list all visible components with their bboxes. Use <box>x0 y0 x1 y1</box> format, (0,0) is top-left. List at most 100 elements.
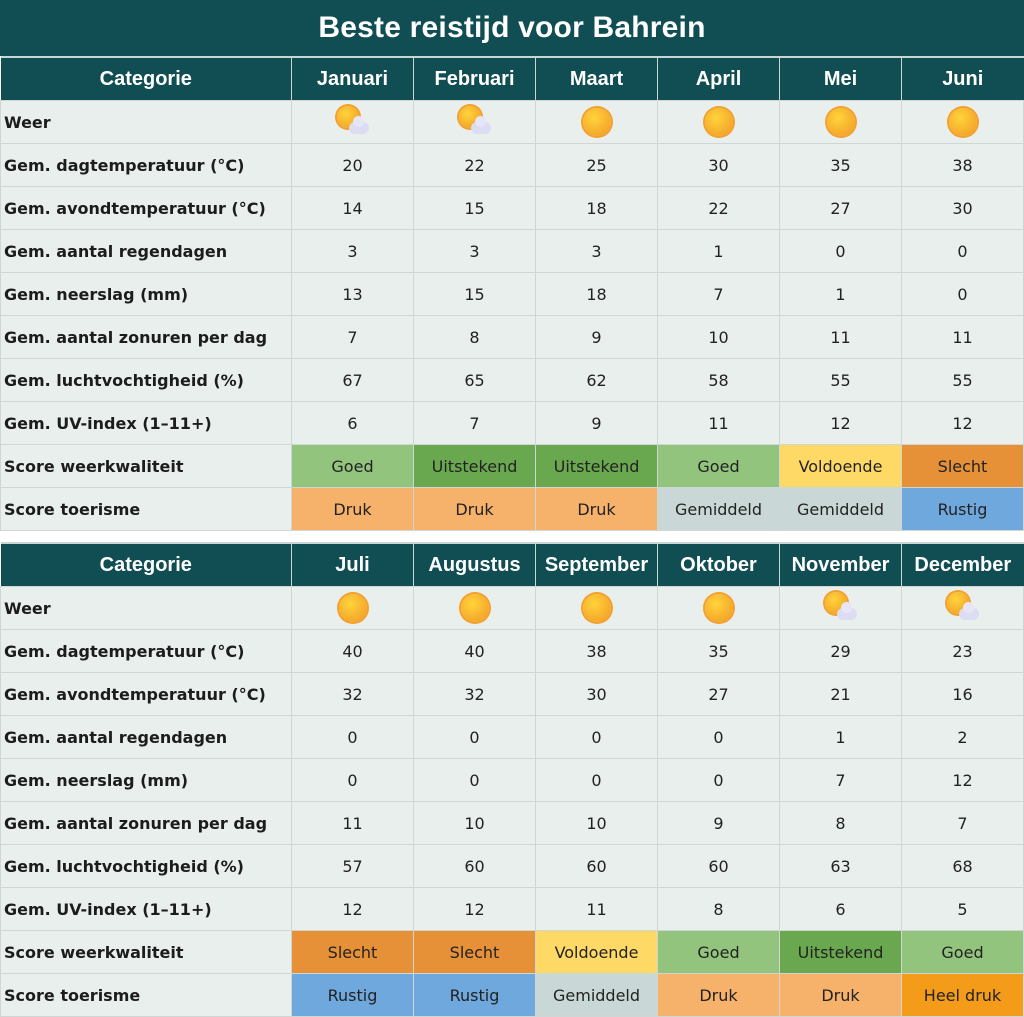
value-cell: 12 <box>901 758 1024 802</box>
value-cell: 7 <box>901 801 1024 845</box>
row-label: Gem. UV-index (1–11+) <box>0 887 292 931</box>
sun-icon <box>703 106 735 138</box>
header-category: Categorie <box>0 56 292 101</box>
header-month: Januari <box>291 56 414 101</box>
value-cell: 55 <box>901 358 1024 402</box>
value-cell: 12 <box>901 401 1024 445</box>
score-badge: Slecht <box>413 930 536 974</box>
score-badge: Slecht <box>901 444 1024 488</box>
row-label: Gem. aantal zonuren per dag <box>0 801 292 845</box>
sun-icon <box>459 592 491 624</box>
value-cell: 11 <box>535 887 658 931</box>
value-cell: 30 <box>901 186 1024 230</box>
row-label: Weer <box>0 586 292 630</box>
score-badge: Goed <box>901 930 1024 974</box>
score-badge: Gemiddeld <box>657 487 780 531</box>
row-label: Gem. UV-index (1–11+) <box>0 401 292 445</box>
value-cell: 11 <box>901 315 1024 359</box>
value-cell: 7 <box>291 315 414 359</box>
score-badge: Rustig <box>291 973 414 1017</box>
value-cell: 8 <box>413 315 536 359</box>
value-cell: 18 <box>535 186 658 230</box>
table-row: Gem. aantal zonuren per dag 7 8 9 10 11 11 <box>0 315 1024 359</box>
value-cell: 0 <box>535 715 658 759</box>
score-badge: Goed <box>657 444 780 488</box>
value-cell: 0 <box>413 758 536 802</box>
value-cell: 9 <box>535 401 658 445</box>
value-cell: 12 <box>413 887 536 931</box>
partly-cloudy-icon <box>458 106 491 138</box>
value-cell: 0 <box>291 715 414 759</box>
value-cell: 18 <box>535 272 658 316</box>
value-cell: 60 <box>535 844 658 888</box>
sun-icon <box>581 592 613 624</box>
header-month: Oktober <box>657 542 780 587</box>
score-badge: Druk <box>413 487 536 531</box>
value-cell: 32 <box>413 672 536 716</box>
weather-cell <box>779 100 902 144</box>
sun-icon <box>825 106 857 138</box>
table-row: Gem. luchtvochtigheid (%) 67 65 62 58 55 55 <box>0 358 1024 402</box>
value-cell: 12 <box>291 887 414 931</box>
weather-cell <box>657 586 780 630</box>
value-cell: 68 <box>901 844 1024 888</box>
header-month: Juli <box>291 542 414 587</box>
score-badge: Rustig <box>413 973 536 1017</box>
weather-score-row: Score weerkwaliteit Goed Uitstekend Uitstek… <box>0 444 1024 488</box>
table-row: Gem. UV-index (1–11+) 6 7 9 11 12 12 <box>0 401 1024 445</box>
header-month: Februari <box>413 56 536 101</box>
value-cell: 7 <box>657 272 780 316</box>
value-cell: 9 <box>657 801 780 845</box>
value-cell: 0 <box>535 758 658 802</box>
value-cell: 5 <box>901 887 1024 931</box>
value-cell: 38 <box>901 143 1024 187</box>
value-cell: 0 <box>779 229 902 273</box>
weather-cell <box>901 100 1024 144</box>
table-row: Gem. aantal regendagen 0 0 0 0 1 2 <box>0 715 1024 759</box>
row-label: Gem. dagtemperatuur (°C) <box>0 143 292 187</box>
value-cell: 10 <box>413 801 536 845</box>
sun-icon <box>703 592 735 624</box>
weather-cell <box>535 586 658 630</box>
sun-icon <box>337 592 369 624</box>
value-cell: 25 <box>535 143 658 187</box>
value-cell: 22 <box>657 186 780 230</box>
weather-row: Weer <box>0 586 1024 630</box>
partly-cloudy-icon <box>946 592 979 624</box>
table-row: Gem. aantal regendagen 3 3 3 1 0 0 <box>0 229 1024 273</box>
value-cell: 11 <box>779 315 902 359</box>
value-cell: 58 <box>657 358 780 402</box>
value-cell: 60 <box>657 844 780 888</box>
row-label: Gem. luchtvochtigheid (%) <box>0 358 292 402</box>
value-cell: 13 <box>291 272 414 316</box>
value-cell: 2 <box>901 715 1024 759</box>
value-cell: 8 <box>779 801 902 845</box>
value-cell: 11 <box>657 401 780 445</box>
value-cell: 60 <box>413 844 536 888</box>
row-label: Gem. neerslag (mm) <box>0 272 292 316</box>
row-label: Gem. avondtemperatuur (°C) <box>0 672 292 716</box>
score-badge: Druk <box>779 973 902 1017</box>
table-row: Gem. avondtemperatuur (°C) 14 15 18 22 27 30 <box>0 186 1024 230</box>
row-label: Gem. aantal regendagen <box>0 229 292 273</box>
score-badge: Uitstekend <box>413 444 536 488</box>
value-cell: 35 <box>657 629 780 673</box>
score-badge: Heel druk <box>901 973 1024 1017</box>
value-cell: 6 <box>779 887 902 931</box>
value-cell: 40 <box>291 629 414 673</box>
table-row: Gem. UV-index (1–11+) 12 12 11 8 6 5 <box>0 887 1024 931</box>
value-cell: 12 <box>779 401 902 445</box>
row-label: Score toerisme <box>0 973 292 1017</box>
row-label: Gem. avondtemperatuur (°C) <box>0 186 292 230</box>
value-cell: 21 <box>779 672 902 716</box>
row-label: Score toerisme <box>0 487 292 531</box>
tourism-score-row: Score toerisme Druk Druk Druk Gemiddeld Gemid… <box>0 487 1024 531</box>
value-cell: 10 <box>657 315 780 359</box>
value-cell: 30 <box>657 143 780 187</box>
value-cell: 62 <box>535 358 658 402</box>
value-cell: 15 <box>413 272 536 316</box>
weather-cell <box>657 100 780 144</box>
weather-cell <box>413 586 536 630</box>
score-badge: Rustig <box>901 487 1024 531</box>
value-cell: 10 <box>535 801 658 845</box>
